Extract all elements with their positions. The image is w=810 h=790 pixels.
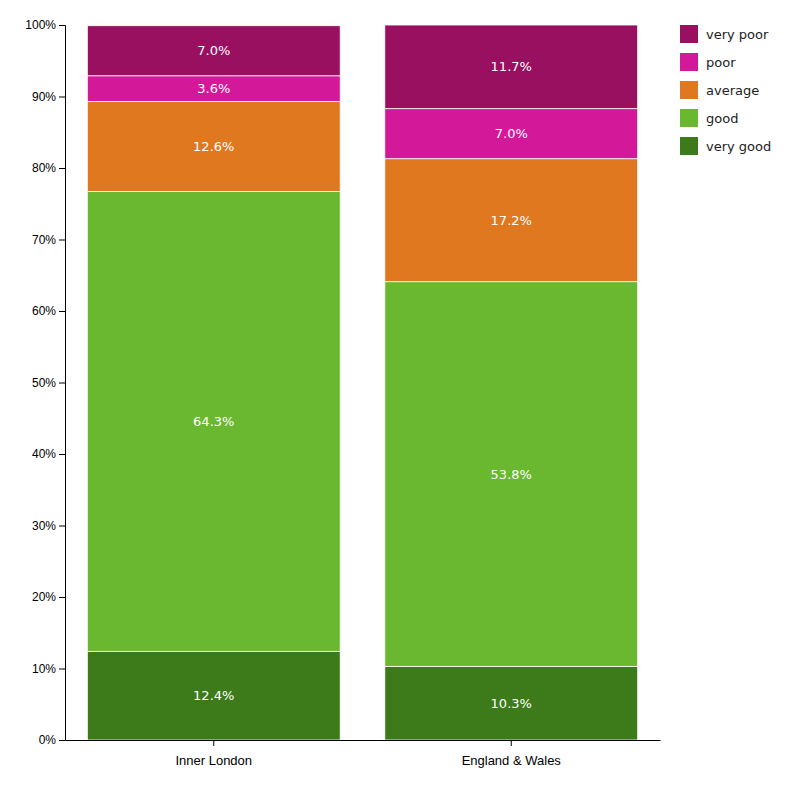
y-tick: 30% bbox=[32, 519, 65, 533]
y-tick-label: 40% bbox=[32, 447, 56, 461]
y-tick-label: 100% bbox=[25, 18, 56, 32]
bar bbox=[87, 76, 340, 102]
bar bbox=[87, 26, 340, 76]
legend-swatch bbox=[680, 53, 698, 71]
y-axis-line bbox=[59, 26, 66, 741]
y-tick-label: 50% bbox=[32, 376, 56, 390]
x-tick: England & Wales bbox=[462, 740, 562, 768]
data-label: 7.0% bbox=[197, 43, 230, 58]
bar bbox=[385, 159, 638, 282]
bars bbox=[87, 25, 637, 740]
legend-label: poor bbox=[706, 55, 736, 70]
legend-item: poor bbox=[680, 53, 736, 71]
series bbox=[87, 102, 637, 282]
bar bbox=[385, 666, 638, 740]
data-label: 12.6% bbox=[193, 139, 234, 154]
y-tick: 40% bbox=[32, 447, 65, 461]
data-label: 10.3% bbox=[491, 696, 532, 711]
legend-item: average bbox=[680, 81, 759, 99]
y-tick-mark bbox=[59, 240, 65, 241]
legend-item: very poor bbox=[680, 25, 769, 43]
y-tick-label: 90% bbox=[32, 90, 56, 104]
x-tick: Inner London bbox=[175, 740, 252, 768]
y-tick-mark bbox=[59, 669, 65, 670]
y-tick-mark bbox=[59, 740, 65, 741]
x-axis-line bbox=[66, 740, 661, 741]
legend-item: good bbox=[680, 109, 738, 127]
data-label: 11.7% bbox=[491, 59, 532, 74]
legend: very poor poor average good very good bbox=[680, 25, 771, 155]
legend-label: good bbox=[706, 111, 738, 126]
y-tick: 70% bbox=[32, 233, 65, 247]
legend-swatch bbox=[680, 81, 698, 99]
data-label: 53.8% bbox=[491, 467, 532, 482]
y-tick-mark bbox=[59, 383, 65, 384]
legend-label: very good bbox=[706, 139, 771, 154]
y-tick-label: 20% bbox=[32, 590, 56, 604]
y-tick: 80% bbox=[32, 161, 65, 175]
data-label: 64.3% bbox=[193, 414, 234, 429]
legend-swatch bbox=[680, 109, 698, 127]
bar bbox=[87, 192, 340, 652]
legend-swatch bbox=[680, 25, 698, 43]
y-tick-mark bbox=[59, 97, 65, 98]
data-label: 12.4% bbox=[193, 688, 234, 703]
y-tick: 0% bbox=[39, 733, 65, 747]
data-labels: 12.4% 10.3% 64.3% 53.8% 12.6% 17.2% 3.6% 7.0% 7.… bbox=[193, 43, 532, 710]
y-tick-mark bbox=[59, 526, 65, 527]
plot: 12.4% 10.3% 64.3% 53.8% 12.6% 17.2% 3.6% 7.0% 7.… bbox=[25, 18, 660, 767]
y-tick-label: 80% bbox=[32, 161, 56, 175]
y-tick-mark bbox=[59, 597, 65, 598]
x-tick-label: Inner London bbox=[175, 753, 252, 768]
y-tick-mark bbox=[59, 25, 65, 26]
bar bbox=[87, 651, 340, 740]
y-tick-mark bbox=[59, 311, 65, 312]
chart: 12.4% 10.3% 64.3% 53.8% 12.6% 17.2% 3.6% 7.0% 7.… bbox=[0, 0, 810, 790]
y-tick-label: 70% bbox=[32, 233, 56, 247]
x-axis: Inner London England & Wales bbox=[66, 740, 661, 768]
y-tick-mark bbox=[59, 454, 65, 455]
data-label: 3.6% bbox=[197, 81, 230, 96]
series bbox=[87, 25, 637, 109]
y-tick: 100% bbox=[25, 18, 65, 32]
x-tick-mark bbox=[511, 740, 512, 746]
x-tick-label: England & Wales bbox=[462, 753, 562, 768]
bar bbox=[385, 109, 638, 159]
legend-label: very poor bbox=[706, 27, 769, 42]
y-tick: 50% bbox=[32, 376, 65, 390]
y-tick: 60% bbox=[32, 304, 65, 318]
y-tick: 10% bbox=[32, 662, 65, 676]
legend-item: very good bbox=[680, 137, 771, 155]
bar bbox=[385, 282, 638, 667]
y-tick-label: 30% bbox=[32, 519, 56, 533]
data-label: 17.2% bbox=[491, 213, 532, 228]
legend-label: average bbox=[706, 83, 759, 98]
data-label: 7.0% bbox=[495, 126, 528, 141]
y-tick-label: 60% bbox=[32, 304, 56, 318]
y-tick-mark bbox=[59, 168, 65, 169]
y-tick-label: 0% bbox=[39, 733, 57, 747]
y-axis: 0% 10% 20% 30% 40% 50% 60% 70% 80% 90% 100% bbox=[25, 18, 65, 747]
y-tick: 90% bbox=[32, 90, 65, 104]
bar bbox=[385, 25, 638, 109]
y-tick: 20% bbox=[32, 590, 65, 604]
bar bbox=[87, 102, 340, 192]
x-tick-mark bbox=[213, 740, 214, 746]
legend-swatch bbox=[680, 137, 698, 155]
y-tick-label: 10% bbox=[32, 662, 56, 676]
